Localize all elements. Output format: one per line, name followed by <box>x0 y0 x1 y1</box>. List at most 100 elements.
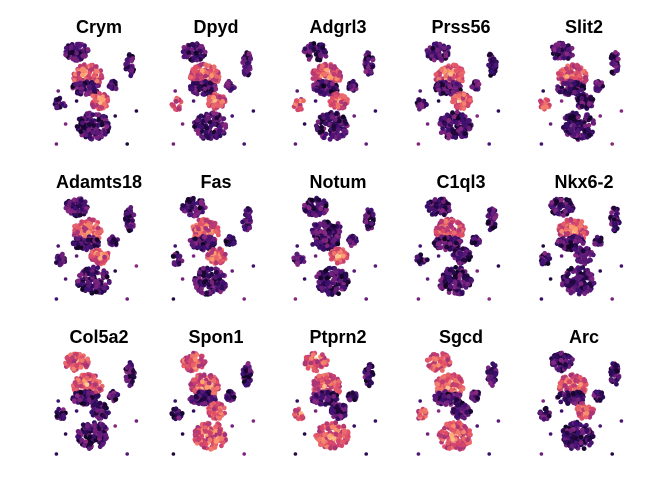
cell-point <box>579 126 584 131</box>
cell-point <box>450 99 455 105</box>
cell-point <box>538 98 543 104</box>
cell-point <box>93 289 99 295</box>
cell-point <box>437 41 443 47</box>
cell-point <box>569 45 575 51</box>
cell-point <box>195 226 201 232</box>
cell-point <box>485 213 491 219</box>
cell-point <box>373 264 378 268</box>
cell-point <box>306 57 312 62</box>
cell-point <box>445 65 451 70</box>
cell-point <box>365 224 371 230</box>
cell-point <box>440 90 446 96</box>
cell-point <box>439 67 444 73</box>
cell-point <box>447 241 453 246</box>
panel-title: Crym <box>76 17 122 37</box>
cell-point <box>63 277 68 281</box>
cell-point <box>572 80 577 86</box>
cell-point <box>74 50 80 56</box>
cell-point <box>88 253 94 259</box>
cell-point <box>446 45 451 50</box>
cell-point <box>342 101 348 107</box>
cell-point <box>206 239 212 245</box>
cell-point <box>71 232 77 238</box>
cell-point <box>568 224 574 230</box>
cell-point <box>208 67 214 73</box>
cell-point <box>369 64 375 70</box>
cell-point <box>56 244 60 248</box>
cell-point <box>311 82 316 88</box>
embedding-scatter <box>54 196 139 301</box>
cell-point <box>171 254 176 259</box>
cell-point <box>218 103 224 108</box>
cell-point <box>365 50 370 55</box>
cell-point <box>193 68 198 74</box>
cell-point <box>188 74 194 80</box>
cell-point <box>206 115 212 121</box>
cell-point <box>452 280 458 286</box>
panel-title: Adgrl3 <box>309 17 366 37</box>
cell-point <box>200 118 206 124</box>
cell-point <box>203 226 209 231</box>
cell-point <box>456 93 462 98</box>
cell-point <box>195 117 200 123</box>
cell-point <box>70 49 76 55</box>
cell-point <box>582 254 588 259</box>
cell-point <box>609 61 615 66</box>
cell-point <box>352 269 357 273</box>
cell-point <box>113 86 119 92</box>
cell-point <box>465 103 471 108</box>
cell-point <box>440 125 445 131</box>
cell-point <box>569 243 574 249</box>
cell-point <box>436 99 441 103</box>
cell-point <box>489 69 494 75</box>
cell-point <box>180 277 185 281</box>
cell-point <box>323 268 329 274</box>
cell-point <box>575 115 581 120</box>
cell-point <box>335 104 341 110</box>
cell-point <box>333 94 339 99</box>
cell-point <box>294 251 300 257</box>
panel-prss56: Prss56 <box>414 17 501 146</box>
cell-point <box>608 55 614 61</box>
cell-point <box>462 251 468 257</box>
cell-point <box>440 208 445 213</box>
cell-point <box>365 65 371 70</box>
embedding-scatter <box>538 196 624 301</box>
cell-point <box>459 117 465 123</box>
cell-point <box>94 78 100 84</box>
cell-point <box>435 241 441 247</box>
cell-point <box>449 236 454 242</box>
cell-point <box>587 115 593 121</box>
cell-point <box>446 127 451 133</box>
cell-point <box>577 73 582 78</box>
cell-point <box>309 197 315 203</box>
embedding-scatter <box>52 41 139 146</box>
cell-point <box>74 124 80 129</box>
cell-point <box>203 73 208 79</box>
cell-point <box>453 240 459 246</box>
cell-point <box>564 197 569 202</box>
cell-point <box>337 229 343 234</box>
cell-point <box>324 79 329 85</box>
cell-point <box>560 81 566 86</box>
cell-point <box>470 84 475 90</box>
cell-point <box>205 273 211 278</box>
cell-point <box>496 264 501 268</box>
cell-point <box>342 94 348 100</box>
cell-point <box>578 120 584 126</box>
cell-point <box>476 81 482 87</box>
cell-point <box>214 73 219 79</box>
cell-point <box>75 229 80 235</box>
cell-point <box>440 82 446 88</box>
cell-point <box>414 254 420 260</box>
cell-point <box>578 259 584 265</box>
cell-point <box>98 133 104 139</box>
cell-point <box>340 105 345 111</box>
cell-point <box>450 79 456 85</box>
cell-point <box>324 67 330 73</box>
cell-point <box>321 49 327 55</box>
cell-point <box>96 117 102 123</box>
cell-point <box>73 46 78 51</box>
cell-point <box>561 221 567 227</box>
cell-point <box>217 124 223 130</box>
